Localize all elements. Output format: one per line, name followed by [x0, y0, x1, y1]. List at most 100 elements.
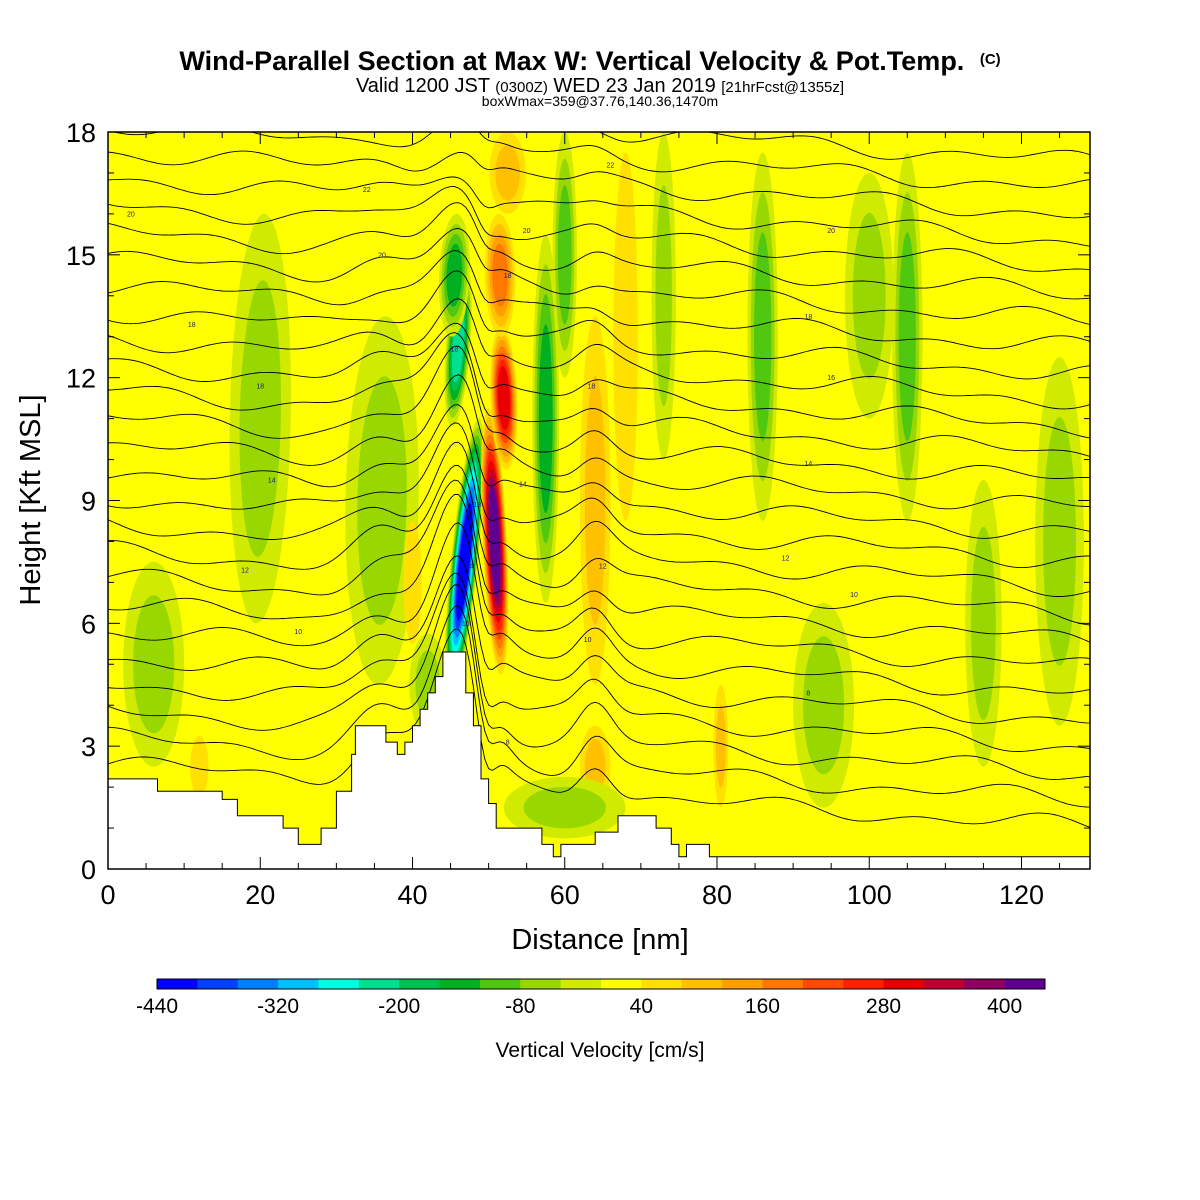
theta-contour [108, 494, 1090, 667]
velocity-level [456, 503, 473, 621]
velocity-feature [484, 213, 516, 337]
theta-contour-label: 20 [523, 228, 531, 235]
y-tick-label: 12 [66, 364, 96, 394]
theta-contour-label: 8 [506, 740, 510, 747]
theta-contour [108, 584, 1090, 780]
x-axis-ticks: 0 20 40 60 80 100 120 [100, 132, 1061, 910]
colorbar-swatch [964, 979, 1006, 989]
colorbar-swatch [762, 979, 804, 989]
plot-area: 20 22 20 18 18 14 12 10 18 18 16 14 10 14 18 20 22 18 12 10… [108, 132, 1090, 869]
velocity-level [613, 152, 638, 521]
y-axis-label: Height [Kft MSL] [15, 394, 47, 605]
velocity-feature [532, 234, 560, 603]
theta-contour [108, 332, 1090, 457]
velocity-feature [651, 132, 676, 460]
velocity-level [754, 232, 772, 442]
velocity-feature [490, 326, 518, 470]
velocity-level [403, 520, 422, 644]
theta-contour-label: 20 [127, 211, 135, 218]
x-tick-label: 100 [847, 880, 892, 910]
colorbar-swatch [399, 979, 441, 989]
velocity-feature [190, 735, 209, 798]
colorbar-swatch [520, 979, 562, 989]
colorbar-swatch [601, 979, 642, 989]
theta-contour [108, 441, 1090, 597]
theta-contour-labels: 20 22 20 18 18 14 12 10 18 18 16 14 10 14 18 20 22 18 12 10… [127, 162, 858, 746]
colorbar-swatch [479, 979, 521, 989]
theta-contour-label: 22 [607, 162, 615, 169]
colorbar-label: Vertical Velocity [cm/s] [496, 1039, 705, 1062]
theta-contour [108, 555, 1090, 724]
theta-contour [108, 202, 1090, 300]
theta-contour [108, 605, 1090, 808]
theta-contour [108, 176, 1090, 247]
theta-contour [108, 250, 1090, 350]
theta-contour-label: 20 [827, 228, 835, 235]
theta-contour [108, 479, 1090, 643]
colorbar-swatch [923, 979, 965, 989]
colorbar-swatch [358, 979, 400, 989]
colorbar-swatch [278, 979, 319, 989]
velocity-feature [444, 418, 485, 706]
theta-contour-label: 18 [504, 273, 512, 280]
chart-header: Wind-Parallel Section at Max W: Vertical… [179, 46, 1000, 109]
velocity-feature [892, 152, 923, 521]
theta-contour [108, 374, 1090, 510]
valid-time: Valid 1200 JST [356, 75, 495, 97]
theta-contour-label: 12 [241, 568, 249, 575]
theta-contour-label: 14 [466, 564, 474, 571]
velocity-level [898, 232, 916, 442]
theta-contour-label: 16 [466, 535, 474, 542]
theta-contour-label: 18 [188, 322, 196, 329]
colorbar [156, 978, 1046, 990]
velocity-level [715, 704, 726, 788]
x-tick-label: 40 [397, 880, 427, 910]
velocity-level [492, 243, 508, 307]
colorbar-swatch [843, 979, 885, 989]
x-tick-label: 120 [999, 880, 1044, 910]
y-tick-label: 18 [66, 118, 96, 148]
theta-contour [108, 298, 1090, 410]
colorbar-swatch [722, 979, 763, 989]
colorbar-swatch [197, 979, 239, 989]
velocity-feature [489, 132, 526, 214]
valid-date: WED 23 Jan 2019 [548, 75, 721, 97]
theta-contour-label: 18 [256, 383, 264, 390]
colorbar-swatch [802, 979, 844, 989]
x-tick-label: 80 [702, 880, 732, 910]
theta-contour-label: 18 [587, 383, 595, 390]
velocity-level [557, 185, 572, 325]
velocity-level [239, 280, 281, 557]
velocity-level [1043, 417, 1076, 666]
theta-contour [112, 132, 1090, 189]
y-tick-label: 9 [81, 487, 96, 517]
velocity-level [357, 376, 407, 625]
theta-contour [108, 572, 1090, 752]
theta-contour [108, 322, 1090, 439]
x-tick-label: 20 [245, 880, 275, 910]
theta-contour-label: 20 [378, 252, 386, 259]
velocity-feature [438, 213, 470, 337]
velocity-feature [552, 132, 577, 378]
colorbar-swatch [157, 979, 198, 989]
theta-contour-label: 14 [804, 461, 812, 468]
box-wmax-info: boxWmax=359@37.76,140.36,1470m [482, 93, 718, 109]
velocity-level [803, 636, 845, 775]
velocity-level [852, 212, 886, 379]
theta-contour-label: 12 [599, 564, 607, 571]
colorbar-tick-label: 280 [866, 995, 901, 1018]
velocity-feature [965, 480, 1002, 767]
velocity-level [538, 324, 553, 514]
colorbar-swatch [237, 979, 279, 989]
y-tick-label: 0 [81, 855, 96, 885]
copyright-mark: (C) [980, 51, 1001, 68]
chart-subtitle: Valid 1200 JST (0300Z) WED 23 Jan 2019 [… [356, 75, 844, 97]
colorbar-tick-label: 400 [987, 995, 1022, 1018]
velocity-feature [713, 684, 729, 808]
theta-contour [108, 422, 1090, 569]
theta-contour-label: 18 [804, 314, 812, 321]
colorbar-swatch [560, 979, 602, 989]
y-tick-label: 6 [81, 609, 96, 639]
y-tick-label: 3 [81, 732, 96, 762]
theta-contour-label: 18 [450, 347, 458, 354]
